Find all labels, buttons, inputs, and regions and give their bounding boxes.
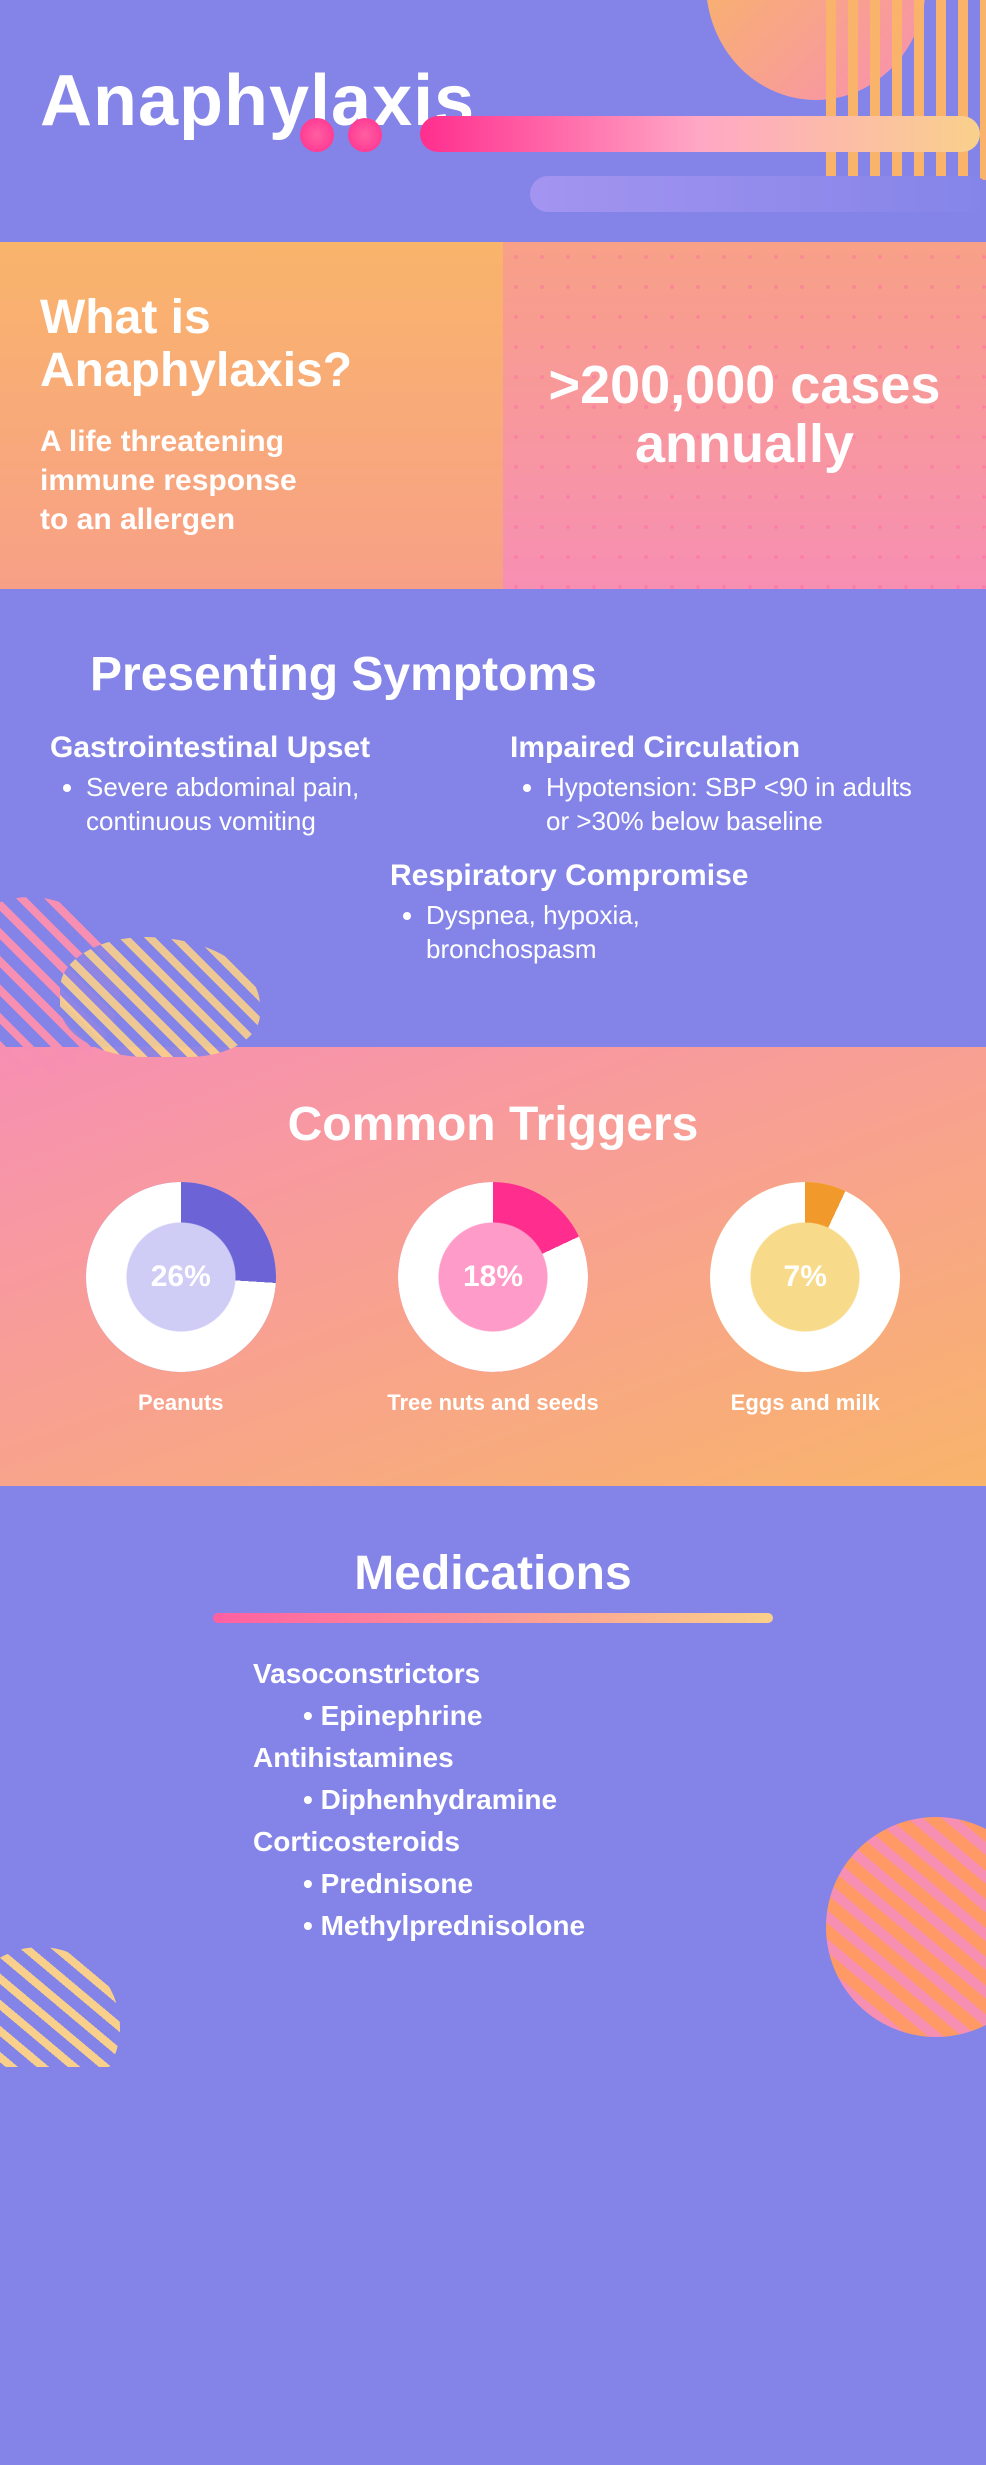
- whatis-section: What is Anaphylaxis? A life threatening …: [0, 242, 986, 589]
- symptom-title: Impaired Circulation: [510, 731, 930, 765]
- donut-ring: [710, 1182, 900, 1372]
- symptom-bullet: Severe abdominal pain, continuous vomiti…: [86, 771, 470, 839]
- decor-pill: [420, 116, 980, 152]
- donut-ring: [86, 1182, 276, 1372]
- donut-wrap: 26% Peanuts: [86, 1182, 276, 1416]
- header-section: Anaphylaxis: [0, 0, 986, 242]
- symptom-bullet: Dyspnea, hypoxia, bronchospasm: [426, 899, 810, 967]
- decor-stripes-top: [826, 0, 986, 180]
- stat-text: >200,000 cases annually: [533, 356, 956, 475]
- infographic-root: Anaphylaxis What is Anaphylaxis? A life …: [0, 0, 986, 2067]
- donut-chart: 26%: [86, 1182, 276, 1372]
- donuts-row: 26% Peanuts 18% Tree nuts and seeds 7% Eggs a…: [40, 1182, 946, 1416]
- triggers-heading: Common Triggers: [40, 1097, 946, 1152]
- med-drug: Diphenhydramine: [303, 1779, 733, 1821]
- donut-chart: 18%: [398, 1182, 588, 1372]
- donut-chart: 7%: [710, 1182, 900, 1372]
- symptom-block: Gastrointestinal Upset Severe abdominal …: [50, 731, 470, 839]
- symptom-block: Impaired Circulation Hypotension: SBP <9…: [510, 731, 930, 839]
- decor-dots: [300, 118, 382, 152]
- donut-label: Tree nuts and seeds: [387, 1390, 599, 1416]
- dot-icon: [300, 118, 334, 152]
- donut-label: Peanuts: [138, 1390, 224, 1416]
- donut-wrap: 18% Tree nuts and seeds: [387, 1182, 599, 1416]
- whatis-body: A life threatening immune response to an…: [40, 422, 320, 539]
- med-class: Corticosteroids: [253, 1821, 733, 1863]
- meds-heading: Medications: [40, 1546, 946, 1601]
- symptom-list: Hypotension: SBP <90 in adults or >30% b…: [546, 771, 930, 839]
- gradient-divider: [213, 1613, 773, 1623]
- symptoms-section: Presenting Symptoms Impaired Circulation…: [0, 589, 986, 1047]
- symptoms-heading: Presenting Symptoms: [90, 649, 936, 702]
- med-drug: Epinephrine: [303, 1695, 733, 1737]
- decor-stripes-br: [826, 1817, 986, 2037]
- whatis-right: >200,000 cases annually: [503, 242, 986, 589]
- donut-ring: [398, 1182, 588, 1372]
- med-drug: Prednisone: [303, 1863, 733, 1905]
- symptom-title: Respiratory Compromise: [390, 859, 810, 893]
- medications-section: Medications VasoconstrictorsEpinephrineA…: [0, 1486, 986, 2067]
- med-class: Antihistamines: [253, 1737, 733, 1779]
- whatis-heading: What is Anaphylaxis?: [40, 292, 463, 398]
- whatis-left: What is Anaphylaxis? A life threatening …: [0, 242, 503, 589]
- med-list: VasoconstrictorsEpinephrineAntihistamine…: [253, 1653, 733, 1947]
- donut-label: Eggs and milk: [731, 1390, 880, 1416]
- dot-icon: [348, 118, 382, 152]
- symptom-block: Respiratory Compromise Dyspnea, hypoxia,…: [390, 859, 810, 967]
- med-class: Vasoconstrictors: [253, 1653, 733, 1695]
- symptom-list: Severe abdominal pain, continuous vomiti…: [86, 771, 470, 839]
- donut-wrap: 7% Eggs and milk: [710, 1182, 900, 1416]
- decor-stripes-bl2: [0, 1947, 120, 2067]
- symptom-bullet: Hypotension: SBP <90 in adults or >30% b…: [546, 771, 930, 839]
- med-drug: Methylprednisolone: [303, 1905, 733, 1947]
- decor-blob-bl: [60, 937, 260, 1057]
- triggers-section: Common Triggers 26% Peanuts 18% Tree nuts a…: [0, 1047, 986, 1486]
- symptom-list: Dyspnea, hypoxia, bronchospasm: [426, 899, 810, 967]
- symptom-title: Gastrointestinal Upset: [50, 731, 470, 765]
- symptoms-grid: Impaired Circulation Hypotension: SBP <9…: [50, 731, 936, 839]
- decor-pill: [530, 176, 986, 212]
